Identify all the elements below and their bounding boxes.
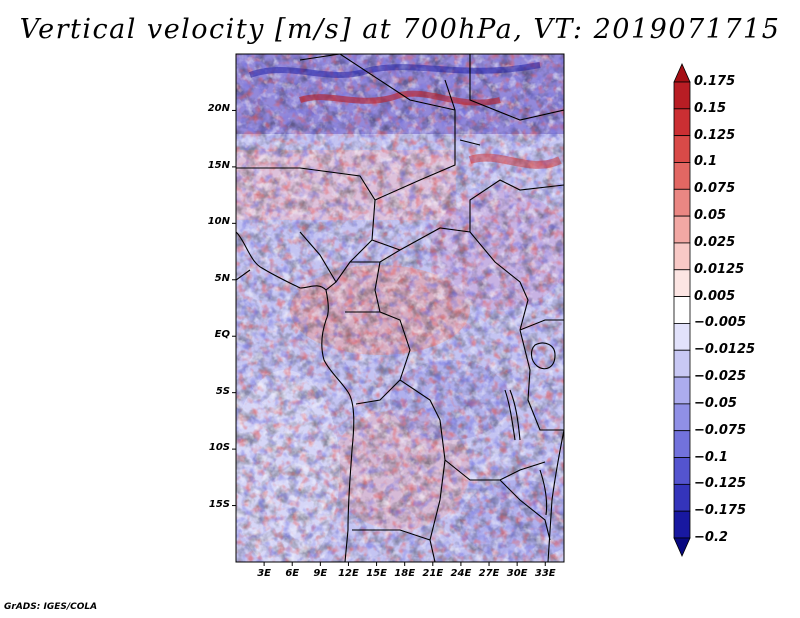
lat-label: 5N (214, 272, 230, 284)
lake-tanganyika (504, 389, 521, 441)
lon-label: 12E (338, 568, 359, 579)
colorbar-segment (673, 63, 691, 83)
colorbar-label: −0.075 (694, 422, 747, 438)
colorbar-label: 0.175 (694, 74, 736, 89)
colorbar-segment (673, 483, 691, 512)
lake-victoria (530, 342, 556, 370)
lat-label: 5S (215, 385, 230, 397)
country-borders (236, 54, 564, 562)
colorbar-label: 0.15 (694, 100, 727, 116)
colorbar-segment (673, 162, 691, 190)
colorbar-segment (673, 430, 691, 458)
lon-label: 3E (257, 568, 271, 579)
colorbar (673, 63, 691, 557)
grads-credit: GrADS: IGES/COLA (4, 602, 98, 612)
lat-label: EQ (214, 329, 230, 341)
colorbar-label: 0.005 (694, 288, 736, 304)
colorbar-label: −0.005 (694, 315, 747, 331)
colorbar-segment (673, 269, 691, 297)
colorbar-segment (673, 537, 691, 557)
lon-label: 33E (534, 568, 556, 579)
colorbar-label: −0.1 (694, 449, 728, 465)
colorbar-segment (673, 188, 691, 217)
colorbar-label: −0.025 (694, 369, 747, 385)
colorbar-segment (673, 135, 691, 163)
lon-label: 27E (478, 568, 500, 579)
lat-label: 10N (207, 216, 230, 228)
colorbar-segment (673, 215, 691, 244)
colorbar-label: 0.075 (694, 181, 736, 197)
colorbar-label: −0.05 (694, 395, 737, 411)
lat-label: 10S (208, 442, 230, 454)
colorbar-segment (673, 457, 691, 485)
colorbar-label: −0.175 (694, 503, 747, 519)
colorbar-label: −0.125 (694, 476, 747, 492)
lon-label: 18E (394, 568, 416, 579)
colorbar-segment (673, 296, 691, 324)
plot-title: Vertical velocity [m/s] at 700hPa, VT: 2… (19, 14, 781, 45)
colorbar-label: 0.0125 (694, 261, 745, 277)
lat-label: 15N (207, 159, 230, 171)
lon-label: 21E (422, 568, 444, 579)
map-frame (235, 53, 565, 563)
colorbar-segment (673, 323, 691, 351)
colorbar-label: 0.125 (694, 127, 736, 143)
west-africa-coastline (236, 231, 355, 562)
east-africa-coastline (547, 429, 564, 562)
lat-label: 20N (207, 103, 230, 115)
colorbar-label: −0.0125 (694, 342, 756, 358)
colorbar-segment (673, 403, 691, 432)
colorbar-label: 0.025 (694, 234, 736, 250)
colorbar-segment (673, 376, 691, 405)
lon-label: 6E (285, 568, 300, 579)
colorbar-segment (673, 510, 691, 539)
lon-label: 24E (450, 568, 472, 579)
colorbar-segment (673, 242, 691, 271)
colorbar-label: −0.2 (694, 530, 728, 545)
lon-label: 9E (313, 568, 328, 579)
colorbar-label: 0.05 (694, 208, 727, 224)
lake-malawi (539, 469, 548, 516)
colorbar-segment (673, 108, 691, 137)
colorbar-segment (673, 81, 691, 110)
lon-label: 30E (506, 568, 528, 579)
colorbar-label: 0.1 (694, 154, 718, 170)
lon-label: 15E (366, 568, 387, 579)
lat-label: 15S (208, 498, 230, 510)
colorbar-segment (673, 349, 691, 378)
